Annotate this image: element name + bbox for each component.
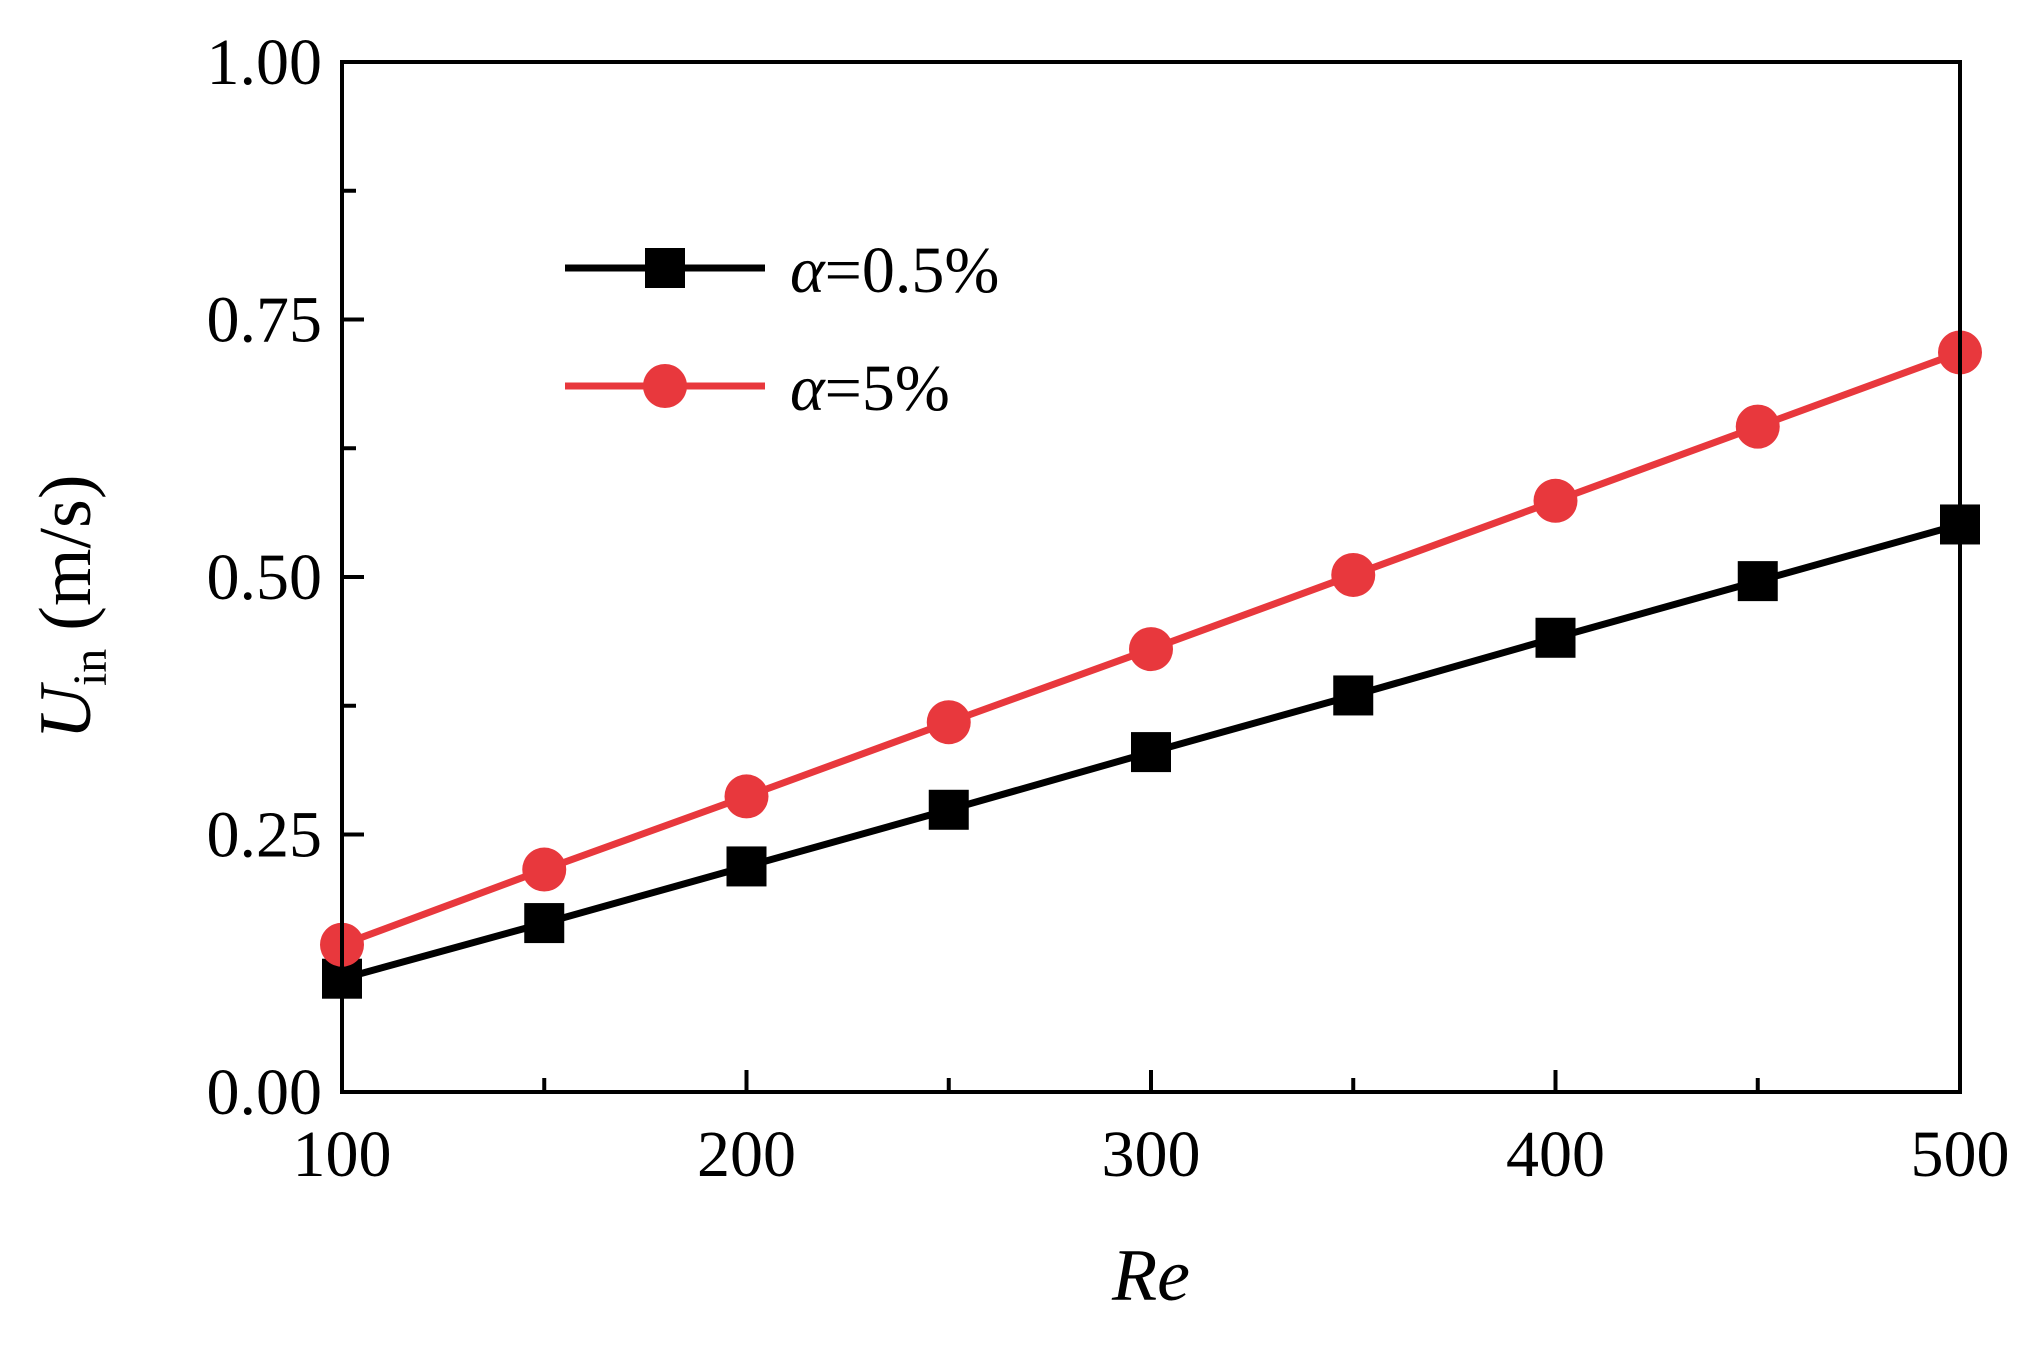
legend-label-value: =5% xyxy=(825,352,950,425)
y-axis-subscript: in xyxy=(64,649,117,686)
series-2 xyxy=(320,330,1982,967)
x-tick-label: 200 xyxy=(697,1118,796,1191)
data-point-square xyxy=(928,789,969,830)
legend-marker-circle xyxy=(643,364,687,408)
x-tick-label: 400 xyxy=(1506,1118,1605,1191)
data-point-square xyxy=(726,846,767,887)
data-point-circle xyxy=(1533,478,1578,523)
series-layer xyxy=(320,330,1982,999)
legend-item-2: α=5% xyxy=(565,352,950,425)
x-tick-label: 100 xyxy=(293,1118,392,1191)
series-1 xyxy=(322,504,1980,999)
data-point-square xyxy=(524,903,565,944)
legend-item-1: α=0.5% xyxy=(565,234,999,307)
plot-frame xyxy=(340,60,1962,1094)
legend: α=0.5%α=5% xyxy=(565,234,999,425)
data-point-square xyxy=(1737,561,1778,602)
legend-marker-square xyxy=(645,248,685,288)
data-point-circle xyxy=(522,847,567,892)
data-point-circle xyxy=(1735,404,1780,449)
x-axis-ticks: 100 200 300 400 500 xyxy=(293,1070,2010,1191)
y-tick-label: 1.00 xyxy=(207,26,323,99)
legend-label: α=5% xyxy=(790,352,950,425)
y-tick-label: 0.50 xyxy=(207,541,323,614)
legend-label: α=0.5% xyxy=(790,234,999,307)
x-axis-title: Re xyxy=(1111,1235,1190,1317)
y-axis-unit: (m/s) xyxy=(25,475,107,631)
data-point-square xyxy=(1333,675,1374,716)
y-axis-ticks: 0.00 0.25 0.50 0.75 1.00 xyxy=(207,26,364,1129)
legend-label-greek: α xyxy=(790,352,826,425)
data-point-square xyxy=(1131,732,1171,773)
x-tick-label: 300 xyxy=(1102,1118,1201,1191)
y-axis-title: Uin (m/s) xyxy=(25,475,117,740)
y-tick-label: 0.75 xyxy=(207,284,323,357)
legend-label-value: =0.5% xyxy=(825,234,1000,307)
y-axis-symbol: U xyxy=(25,682,107,740)
y-tick-label: 0.25 xyxy=(207,799,323,872)
data-point-square xyxy=(1535,617,1576,658)
data-point-circle xyxy=(926,700,971,745)
legend-label-greek: α xyxy=(790,234,826,307)
y-tick-label: 0.00 xyxy=(207,1056,323,1129)
data-point-circle xyxy=(724,774,769,819)
data-point-circle xyxy=(1129,627,1173,672)
data-point-circle xyxy=(1331,552,1376,597)
x-tick-label: 500 xyxy=(1911,1118,2010,1191)
